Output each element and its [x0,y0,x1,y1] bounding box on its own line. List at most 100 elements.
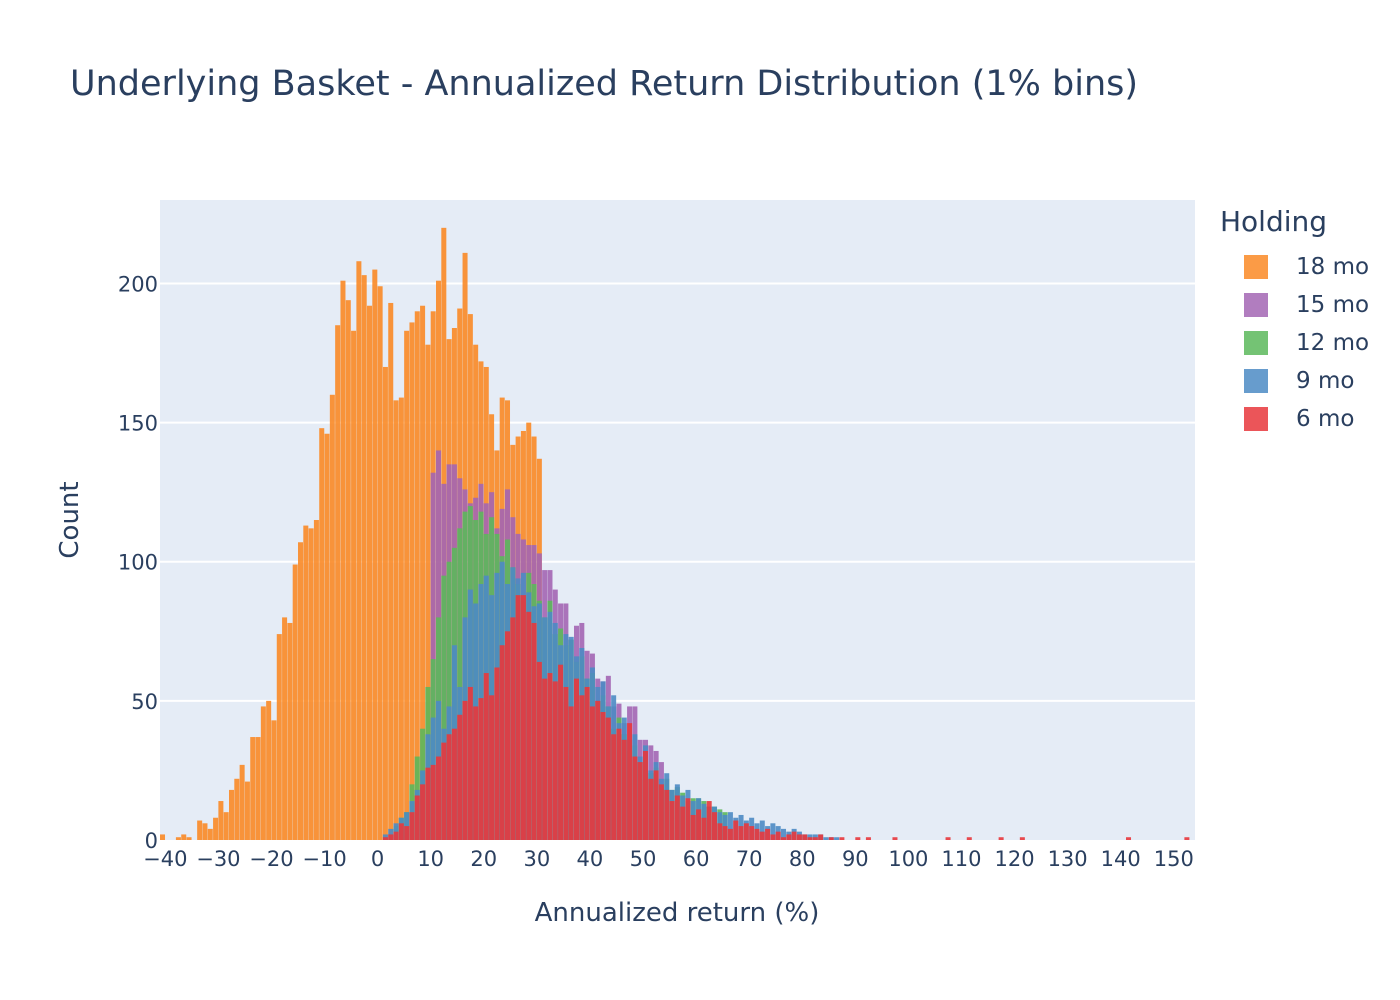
x-tick-label: 40 [577,847,604,871]
histogram-bar [409,322,415,840]
histogram-bar [377,286,383,840]
histogram-bar [505,631,511,840]
y-tick-label: 150 [118,412,158,436]
x-tick-label: −40 [143,847,187,871]
x-tick-label: 10 [417,847,444,871]
legend-item[interactable]: 9 mo [1220,362,1395,400]
histogram-bar [759,820,765,840]
legend-item[interactable]: 18 mo [1220,248,1395,286]
histogram-bar [351,330,357,840]
histogram-bar [690,814,696,840]
histogram-bar [722,826,728,840]
histogram-bar [945,837,951,840]
histogram-bar [839,837,845,840]
histogram-bar [717,823,723,840]
histogram-bar [770,834,776,840]
histogram-bar [892,837,898,840]
histogram-bar [542,678,548,840]
chart-title: Underlying Basket - Annualized Return Di… [70,64,1139,104]
x-tick-label: 70 [736,847,763,871]
histogram-bar [791,831,797,840]
x-tick-label: 110 [941,847,981,871]
histogram-bar [627,723,633,840]
histogram-bar [733,820,739,840]
histogram-bar [451,728,457,840]
histogram-bar [563,686,569,840]
histogram-bar [367,305,373,840]
histogram-bar [186,837,192,840]
histogram-bar [271,720,277,840]
histogram-bar [547,673,553,840]
histogram-bar [1126,837,1132,840]
histogram-bar [584,686,590,840]
histogram-bar [229,789,235,840]
legend-label: 18 mo [1296,254,1370,280]
histogram-bar [393,400,399,840]
histogram-bar [574,678,580,840]
histogram-bar [473,706,479,840]
histogram-bar [329,394,335,840]
legend-item[interactable]: 6 mo [1220,400,1395,438]
histogram-bar [382,837,388,840]
histogram-bar [738,826,744,840]
histogram-bar [658,784,664,840]
histogram-bar [462,700,468,840]
histogram-bar [181,834,187,840]
x-tick-label: 150 [1154,847,1194,871]
histogram-bar [250,737,256,840]
histogram-bar [520,595,526,840]
x-tick-label: 120 [994,847,1034,871]
histogram-bar [595,700,601,840]
histogram-bar [441,742,447,840]
histogram-bar [526,611,532,840]
histogram-bar [398,823,404,840]
histogram-bar [1019,837,1025,840]
y-axis-ticks: 0 50 100 150 200 [118,272,158,853]
histogram-bar [749,826,755,840]
legend-item[interactable]: 12 mo [1220,324,1395,362]
histogram-bar [298,542,304,840]
histogram-bar [361,275,367,840]
histogram-bar [282,617,288,840]
histogram-bar [754,828,760,840]
x-tick-label: 0 [371,847,384,871]
x-tick-label: 60 [683,847,710,871]
histogram-bar [865,837,871,840]
y-tick-label: 100 [118,551,158,575]
histogram-bar [818,834,824,840]
histogram-bar [855,837,861,840]
histogram-bar [637,762,643,840]
histogram-bar [430,764,436,840]
histogram-bar [404,812,410,840]
histogram-bar [589,706,595,840]
legend-item[interactable]: 15 mo [1220,286,1395,324]
histogram-bar [579,695,585,840]
histogram-bar [531,622,537,840]
histogram-bar [494,667,500,840]
histogram-bar [770,823,776,840]
histogram-bar [515,595,521,840]
histogram-bar [727,828,733,840]
legend[interactable]: Holding 18 mo 15 mo 12 mo 9 mo 6 mo [1220,205,1395,438]
x-tick-label: 50 [630,847,657,871]
histogram-bar [197,820,203,840]
histogram-bar [388,834,394,840]
histogram-bar [998,837,1004,840]
series-6-mo [382,595,1190,840]
histogram-bar [786,834,792,840]
histogram-bar [218,801,224,840]
histogram-bar [765,828,771,840]
histogram-bar [404,826,410,840]
histogram-bar [605,717,611,840]
x-tick-label: 80 [789,847,816,871]
legend-label: 9 mo [1296,368,1355,394]
legend-items: 18 mo 15 mo 12 mo 9 mo 6 mo [1220,248,1395,438]
histogram-bar [457,714,463,840]
histogram-bar [706,801,712,840]
histogram-bar [653,770,659,840]
y-axis-label: Count [55,481,85,558]
x-tick-label: 90 [842,847,869,871]
histogram-bar [303,525,309,840]
legend-swatch [1244,293,1268,317]
histogram-bar [621,739,627,840]
